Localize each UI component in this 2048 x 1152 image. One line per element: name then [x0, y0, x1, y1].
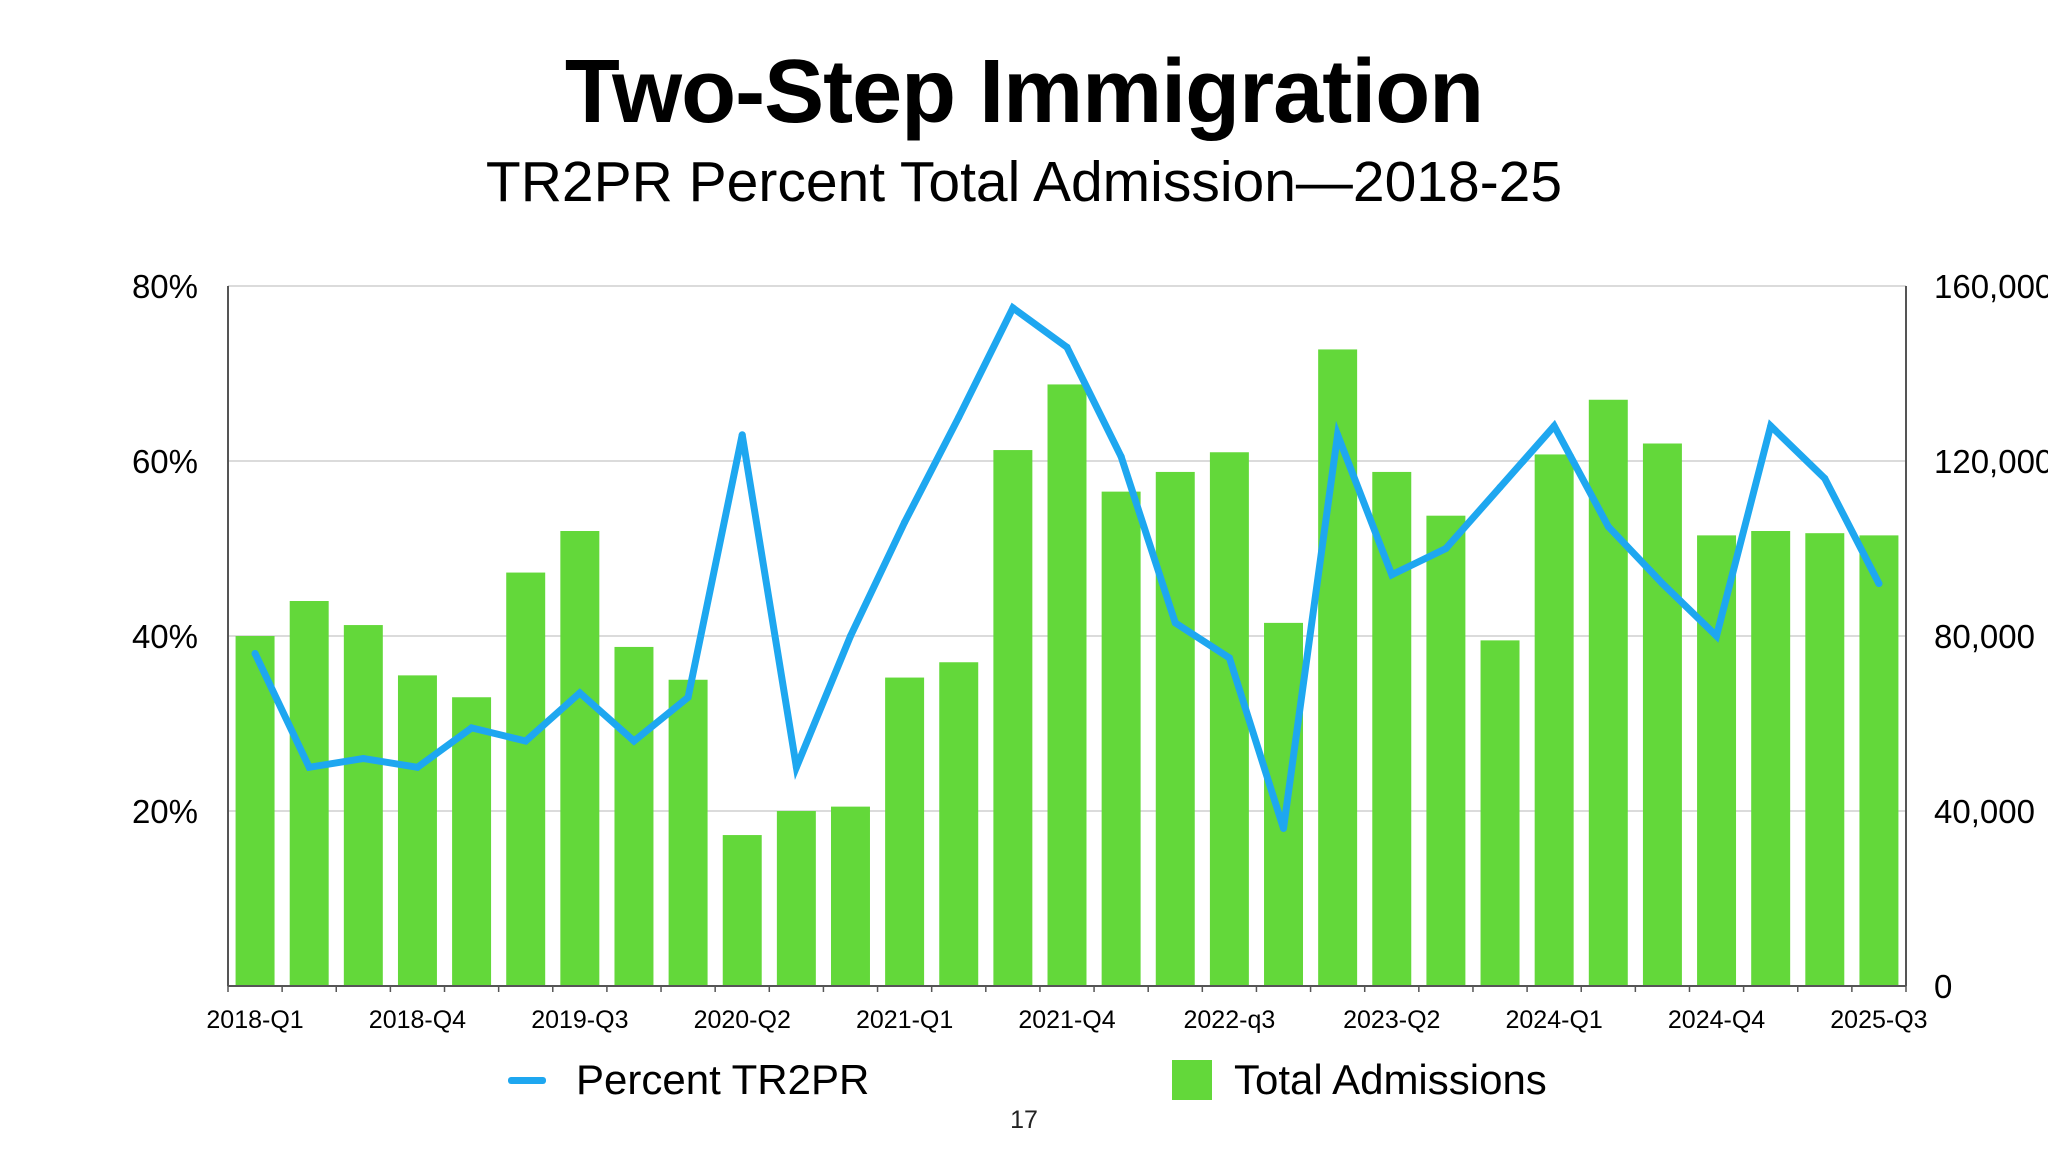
- line-point: [1063, 343, 1071, 351]
- line-point: [576, 689, 584, 697]
- bar: [1588, 399, 1628, 986]
- legend-item-percent: Percent TR2PR: [508, 1050, 869, 1110]
- legend-label-percent: Percent TR2PR: [576, 1056, 870, 1103]
- line-point: [630, 737, 638, 745]
- bar: [668, 679, 708, 986]
- bar: [1480, 640, 1520, 986]
- line-point: [846, 632, 854, 640]
- bar: [1697, 535, 1737, 986]
- line-point: [1767, 422, 1775, 430]
- legend-item-admissions: Total Admissions: [1172, 1050, 1547, 1110]
- line-point: [305, 763, 313, 771]
- bar: [614, 646, 654, 986]
- line-point: [1388, 571, 1396, 579]
- line-point: [522, 737, 530, 745]
- x-tick-label: 2021-Q1: [856, 1006, 953, 1034]
- x-tick-label: 2018-Q1: [206, 1006, 303, 1034]
- x-tick-label: 2021-Q4: [1018, 1006, 1115, 1034]
- line-point: [955, 413, 963, 421]
- y-right-tick-label: 120,000: [1934, 443, 2048, 480]
- line-point: [251, 650, 259, 657]
- legend-line-swatch: [508, 1076, 546, 1084]
- bar: [506, 572, 546, 986]
- line-point: [1117, 453, 1125, 461]
- x-tick-label: 2019-Q3: [531, 1006, 628, 1034]
- y-left-tick-label: 80%: [132, 268, 198, 305]
- bar: [993, 450, 1033, 986]
- line-point: [359, 755, 367, 762]
- bar: [1047, 384, 1087, 986]
- line-point: [413, 763, 421, 771]
- x-tick-label: 2018-Q4: [369, 1006, 466, 1034]
- bar: [885, 677, 925, 986]
- x-tick-label: 2022-q3: [1184, 1006, 1276, 1034]
- slide-title: Two-Step Immigration: [564, 42, 1484, 142]
- y-right-tick-label: 40,000: [1934, 793, 2035, 830]
- bar: [1101, 491, 1141, 986]
- bar: [1372, 471, 1412, 986]
- bar: [343, 625, 383, 986]
- line-point: [1442, 545, 1450, 552]
- bar: [1859, 535, 1899, 986]
- line-point: [1713, 632, 1721, 640]
- line-point: [1658, 580, 1666, 587]
- bar: [722, 835, 762, 986]
- bar: [939, 662, 979, 986]
- bar: [1426, 515, 1466, 986]
- line-point: [738, 431, 746, 439]
- y-right-tick-label: 80,000: [1934, 618, 2035, 655]
- line-point: [684, 693, 692, 701]
- bar: [1642, 443, 1682, 986]
- line-point: [1604, 523, 1612, 531]
- bar: [289, 601, 329, 986]
- page-number: 17: [1010, 1106, 1038, 1134]
- bar: [560, 531, 600, 986]
- x-tick-label: 2024-Q4: [1668, 1006, 1765, 1034]
- line-point: [1496, 483, 1504, 491]
- x-tick-label: 2024-Q1: [1506, 1006, 1603, 1034]
- bar: [397, 675, 437, 986]
- y-right-tick-label: 160,000: [1934, 268, 2048, 305]
- line-point: [1875, 580, 1883, 587]
- bar: [1155, 471, 1195, 986]
- x-tick-label: 2020-Q2: [694, 1006, 791, 1034]
- legend-bar-swatch: [1172, 1060, 1212, 1100]
- line-point: [1009, 304, 1017, 312]
- line-point: [1821, 475, 1829, 482]
- y-left-tick-label: 40%: [132, 618, 198, 655]
- y-right-tick-label: 0: [1934, 968, 1952, 1005]
- y-left-tick-label: 20%: [132, 793, 198, 830]
- bar: [1209, 452, 1249, 986]
- bar: [1534, 454, 1574, 986]
- bar: [1751, 531, 1791, 986]
- x-tick-label: 2025-Q3: [1830, 1006, 1927, 1034]
- line-point: [1171, 619, 1179, 627]
- bar: [235, 636, 275, 986]
- line-point: [901, 518, 909, 526]
- line-point: [1550, 422, 1558, 430]
- bar: [776, 811, 816, 986]
- line-point: [792, 763, 800, 771]
- line-point: [1280, 825, 1288, 832]
- line-point: [1225, 654, 1233, 662]
- legend-label-admissions: Total Admissions: [1234, 1056, 1547, 1103]
- line-point: [1334, 431, 1342, 439]
- x-tick-label: 2023-Q2: [1343, 1006, 1440, 1034]
- bar: [830, 806, 870, 986]
- line-point: [468, 724, 476, 732]
- bar: [452, 697, 492, 986]
- slide-subtitle: TR2PR Percent Total Admission—2018-25: [485, 150, 1563, 214]
- y-left-tick-label: 60%: [132, 443, 198, 480]
- bar: [1805, 533, 1845, 986]
